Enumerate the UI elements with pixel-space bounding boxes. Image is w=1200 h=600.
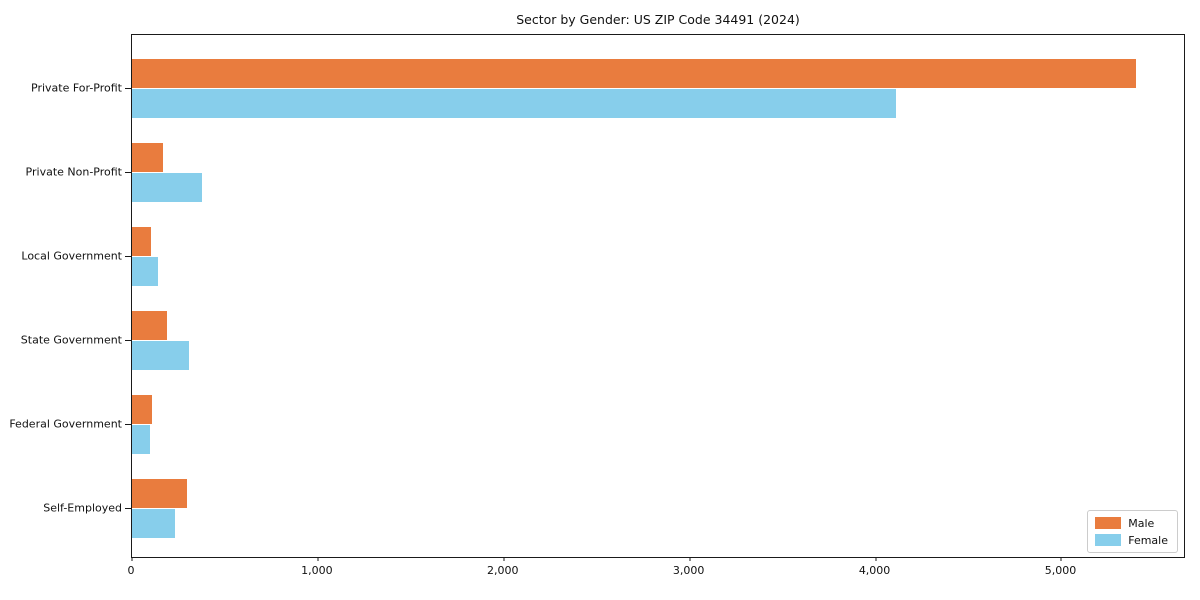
y-axis-tick bbox=[125, 256, 131, 257]
x-axis-tick bbox=[1060, 557, 1062, 561]
y-axis-tick bbox=[125, 424, 131, 425]
category-label: Self-Employed bbox=[43, 501, 122, 515]
legend-entry: Male bbox=[1095, 517, 1168, 529]
chart-title: Sector by Gender: US ZIP Code 34491 (202… bbox=[516, 12, 800, 27]
category-label: Local Government bbox=[21, 249, 122, 263]
x-tick-label: 0 bbox=[127, 564, 135, 577]
legend-swatch-male bbox=[1095, 517, 1122, 529]
bar-male bbox=[132, 143, 163, 172]
x-axis-labels: 0 1,000 2,000 3,000 4,000 5,000 bbox=[127, 564, 1185, 580]
bar-male bbox=[132, 395, 152, 424]
y-axis-tick bbox=[125, 340, 131, 341]
bar-male bbox=[132, 479, 187, 508]
x-tick-label: 2,000 bbox=[487, 564, 519, 577]
plot-area: Male Female bbox=[125, 34, 1185, 561]
legend-swatch-female bbox=[1095, 534, 1122, 546]
y-axis-tick bbox=[125, 172, 131, 173]
category-label: Federal Government bbox=[9, 417, 122, 431]
x-tick-label: 4,000 bbox=[858, 564, 891, 577]
x-tick-label: 3,000 bbox=[672, 564, 705, 577]
bar-female bbox=[132, 89, 896, 118]
bar-female bbox=[132, 341, 189, 370]
x-axis-tick bbox=[131, 557, 133, 561]
legend-entry: Female bbox=[1095, 534, 1168, 546]
x-axis-tick bbox=[317, 557, 319, 561]
y-axis-tick bbox=[125, 508, 131, 509]
bar-male bbox=[132, 311, 168, 340]
legend-label: Male bbox=[1128, 516, 1155, 530]
bar-female bbox=[132, 425, 150, 454]
bar-male bbox=[132, 227, 151, 256]
x-axis-tick bbox=[875, 557, 877, 561]
category-label: State Government bbox=[20, 333, 122, 347]
legend: Male Female bbox=[1087, 510, 1178, 553]
bar-female bbox=[132, 173, 202, 202]
y-axis-tick bbox=[125, 88, 131, 89]
category-label: Private For-Profit bbox=[31, 81, 122, 95]
bar-female bbox=[132, 509, 175, 538]
bar-male bbox=[132, 59, 1136, 88]
legend-label: Female bbox=[1128, 533, 1168, 547]
x-tick-label: 1,000 bbox=[301, 564, 333, 577]
bar-female bbox=[132, 257, 158, 286]
x-tick-label: 5,000 bbox=[1044, 564, 1077, 577]
y-axis-labels: Private For-Profit Private Non-Profit Loca… bbox=[0, 34, 122, 558]
x-axis-tick bbox=[689, 557, 691, 561]
category-label: Private Non-Profit bbox=[25, 165, 122, 179]
x-axis-tick bbox=[503, 557, 505, 561]
